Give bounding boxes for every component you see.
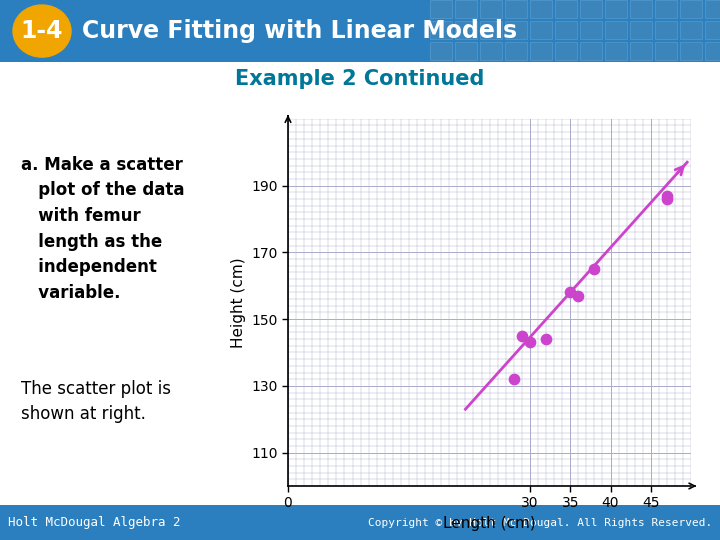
- Text: a. Make a scatter
   plot of the data
   with femur
   length as the
   independ: a. Make a scatter plot of the data with …: [21, 156, 184, 302]
- Text: Holt McDougal Algebra 2: Holt McDougal Algebra 2: [8, 516, 181, 529]
- Point: [540, 335, 552, 343]
- Bar: [655, 21, 677, 39]
- Bar: [705, 42, 720, 60]
- Bar: [605, 21, 627, 39]
- Bar: [530, 42, 552, 60]
- Point: [661, 191, 672, 200]
- Bar: [480, 0, 502, 18]
- Point: [564, 288, 576, 296]
- Bar: [580, 21, 602, 39]
- Bar: [480, 42, 502, 60]
- Bar: [455, 21, 477, 39]
- Bar: [705, 0, 720, 18]
- Bar: [655, 0, 677, 18]
- Point: [508, 375, 520, 383]
- Bar: [480, 21, 502, 39]
- Bar: [655, 42, 677, 60]
- Bar: [680, 0, 702, 18]
- Bar: [555, 21, 577, 39]
- Bar: [680, 21, 702, 39]
- Text: Example 2 Continued: Example 2 Continued: [235, 69, 485, 89]
- Point: [572, 292, 584, 300]
- Bar: [580, 0, 602, 18]
- Bar: [705, 21, 720, 39]
- Bar: [455, 0, 477, 18]
- Text: 1-4: 1-4: [21, 19, 63, 43]
- Ellipse shape: [13, 5, 71, 57]
- Bar: [530, 0, 552, 18]
- Bar: [455, 42, 477, 60]
- Text: Copyright © by Holt Mc Dougal. All Rights Reserved.: Copyright © by Holt Mc Dougal. All Right…: [368, 518, 712, 528]
- Bar: [505, 0, 527, 18]
- X-axis label: Length (cm): Length (cm): [444, 516, 536, 531]
- Point: [524, 338, 536, 347]
- Bar: [505, 42, 527, 60]
- Bar: [605, 42, 627, 60]
- Bar: [605, 0, 627, 18]
- Bar: [680, 42, 702, 60]
- Point: [516, 332, 528, 340]
- Text: Curve Fitting with Linear Models: Curve Fitting with Linear Models: [82, 19, 517, 43]
- Bar: [630, 42, 652, 60]
- Bar: [630, 21, 652, 39]
- Bar: [630, 0, 652, 18]
- Bar: [430, 0, 452, 18]
- Bar: [555, 0, 577, 18]
- Text: The scatter plot is
shown at right.: The scatter plot is shown at right.: [21, 354, 171, 423]
- Point: [661, 194, 672, 203]
- Bar: [580, 42, 602, 60]
- Bar: [530, 21, 552, 39]
- Y-axis label: Height (cm): Height (cm): [230, 257, 246, 348]
- Bar: [555, 42, 577, 60]
- Bar: [430, 42, 452, 60]
- Bar: [430, 21, 452, 39]
- Bar: [505, 21, 527, 39]
- Point: [589, 265, 600, 273]
